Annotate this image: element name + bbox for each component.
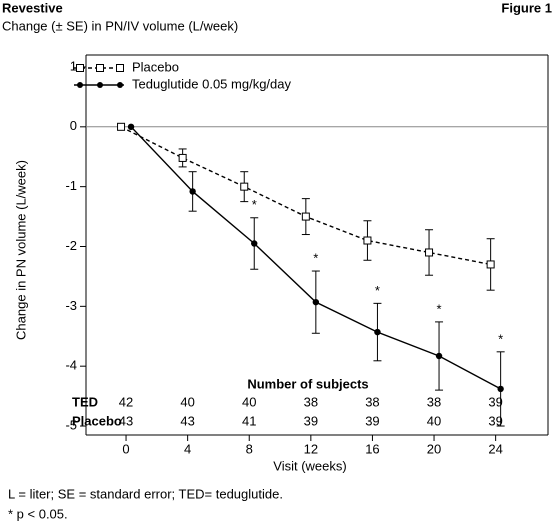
y-axis-label: Change in PN volume (L/week) [13, 160, 28, 340]
table-cell: 40 [242, 394, 256, 409]
annotation: * [313, 250, 318, 265]
footnote: * p < 0.05. [8, 506, 68, 521]
point [486, 260, 495, 269]
point [189, 188, 196, 195]
y-tick-label: -5 [65, 417, 77, 432]
table-cell: 38 [304, 394, 318, 409]
point [178, 153, 187, 162]
legend-marker [77, 82, 83, 88]
point [240, 182, 249, 191]
table-title: Number of subjects [247, 376, 368, 391]
legend-marker [96, 64, 104, 72]
table-row-label: TED [72, 394, 98, 409]
table-cell: 39 [488, 394, 502, 409]
legend-marker [76, 64, 84, 72]
point [251, 240, 258, 247]
x-tick-label: 0 [122, 441, 129, 456]
y-tick-label: 0 [70, 118, 77, 133]
brand: Revestive [2, 0, 63, 15]
annotation: * [498, 331, 503, 346]
legend-label: Teduglutide 0.05 mg/kg/day [132, 76, 291, 91]
y-tick-label: -2 [65, 238, 77, 253]
point [312, 298, 320, 306]
x-tick-label: 12 [304, 441, 318, 456]
x-tick-label: 16 [365, 441, 379, 456]
point [497, 385, 504, 393]
y-tick-label: -3 [65, 298, 77, 313]
point [435, 352, 443, 360]
table-cell: 38 [427, 394, 441, 409]
annotation: * [375, 283, 380, 298]
table-cell: 42 [119, 394, 133, 409]
table-cell: 41 [242, 413, 256, 428]
table-cell: 39 [488, 413, 502, 428]
point [117, 122, 126, 131]
y-tick-label: -1 [65, 178, 77, 193]
annotation: * [437, 301, 442, 316]
table-cell: 40 [180, 394, 194, 409]
point [425, 248, 434, 257]
footnote: L = liter; SE = standard error; TED= ted… [8, 486, 283, 501]
x-tick-label: 4 [184, 441, 191, 456]
x-tick-label: 20 [427, 441, 441, 456]
series-line [120, 126, 491, 266]
table-cell: 40 [427, 413, 441, 428]
point [127, 123, 135, 131]
legend-marker [117, 82, 123, 88]
chart-title: Change (± SE) in PN/IV volume (L/week) [2, 18, 238, 33]
x-axis-label: Visit (weeks) [273, 458, 346, 473]
point [301, 212, 310, 221]
x-tick-label: 24 [488, 441, 502, 456]
table-cell: 38 [365, 394, 379, 409]
annotation: * [252, 197, 257, 212]
legend-marker [116, 64, 124, 72]
point [363, 236, 372, 245]
y-tick-label: 1 [70, 58, 77, 73]
point [374, 328, 381, 336]
y-tick-label: -4 [65, 358, 77, 373]
legend-label: Placebo [132, 59, 179, 74]
table-cell: 39 [304, 413, 318, 428]
figure-label: Figure 1 [501, 0, 552, 15]
legend-marker [97, 82, 103, 88]
x-tick-label: 8 [246, 441, 253, 456]
table-row-label: Placebo [72, 413, 122, 428]
table-cell: 43 [119, 413, 133, 428]
table-cell: 39 [365, 413, 379, 428]
table-cell: 43 [180, 413, 194, 428]
